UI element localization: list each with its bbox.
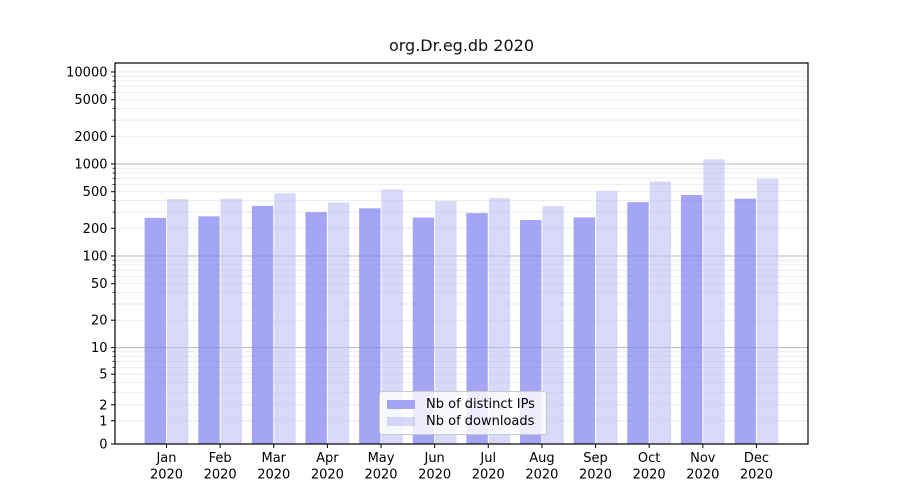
legend-label-distinct-ips: Nb of distinct IPs — [426, 396, 535, 412]
bar-downloads-jun — [435, 201, 457, 444]
bar-downloads-nov — [703, 159, 725, 444]
y-tick-label-20: 20 — [91, 314, 108, 329]
bar-distinct-ips-may — [359, 208, 381, 444]
bar-downloads-jan — [167, 199, 189, 444]
bar-downloads-may — [381, 189, 403, 444]
y-tick-label-200: 200 — [83, 222, 108, 237]
y-tick-label-2000: 2000 — [74, 130, 107, 145]
legend-swatch-downloads — [387, 417, 415, 427]
x-tick-label-year-jul: 2020 — [472, 468, 505, 483]
bar-distinct-ips-oct — [627, 202, 649, 444]
bar-distinct-ips-nov — [680, 195, 703, 444]
bar-downloads-dec — [756, 178, 779, 444]
bar-distinct-ips-jun — [412, 217, 435, 444]
bar-downloads-aug — [542, 206, 564, 444]
bar-distinct-ips-dec — [734, 198, 756, 444]
plot-border — [114, 62, 809, 445]
bar-downloads-apr — [327, 202, 350, 444]
x-tick-label-month-jan: Jan — [155, 451, 176, 466]
legend-item-distinct-ips: Nb of distinct IPs — [387, 397, 538, 412]
x-tick-label-year-jan: 2020 — [150, 468, 183, 483]
x-tick-label-month-oct: Oct — [638, 451, 660, 466]
y-tick-label-2: 2 — [99, 398, 107, 413]
x-tick-label-year-mar: 2020 — [257, 468, 290, 483]
y-tick-label-10: 10 — [91, 341, 108, 356]
y-tick-label-10000: 10000 — [66, 66, 107, 81]
legend-swatch-distinct-ips — [387, 399, 415, 409]
y-tick-label-0: 0 — [99, 438, 107, 453]
y-tick-label-1: 1 — [99, 414, 107, 429]
x-tick-label-year-oct: 2020 — [633, 468, 666, 483]
x-tick-label-month-jun: Jun — [423, 451, 444, 466]
x-tick-label-year-jun: 2020 — [418, 468, 451, 483]
x-tick-label-month-dec: Dec — [744, 451, 769, 466]
legend: Nb of distinct IPs Nb of downloads — [379, 391, 547, 435]
x-tick-label-year-may: 2020 — [364, 468, 397, 483]
bar-distinct-ips-apr — [305, 212, 327, 444]
x-tick-label-year-aug: 2020 — [525, 468, 558, 483]
legend-item-downloads: Nb of downloads — [387, 414, 538, 429]
y-tick-label-5000: 5000 — [74, 93, 107, 108]
y-tick-label-1000: 1000 — [74, 157, 107, 172]
bar-downloads-jul — [488, 198, 511, 444]
x-tick-label-month-may: May — [368, 451, 395, 466]
x-tick-label-month-jul: Jul — [479, 451, 496, 466]
x-tick-label-month-apr: Apr — [316, 451, 339, 466]
bar-distinct-ips-sep — [573, 217, 596, 444]
y-tick-label-500: 500 — [83, 185, 108, 200]
x-tick-label-month-mar: Mar — [261, 451, 286, 466]
bar-downloads-feb — [220, 198, 243, 444]
x-tick-label-month-sep: Sep — [583, 451, 608, 466]
x-tick-label-year-nov: 2020 — [686, 468, 719, 483]
x-tick-label-month-aug: Aug — [529, 451, 554, 466]
x-tick-label-month-feb: Feb — [209, 451, 232, 466]
bar-distinct-ips-jul — [466, 213, 488, 444]
bar-distinct-ips-feb — [198, 216, 220, 444]
bar-distinct-ips-jan — [144, 217, 166, 444]
x-tick-label-year-apr: 2020 — [311, 468, 344, 483]
legend-label-downloads: Nb of downloads — [426, 414, 535, 430]
chart-title: org.Dr.eg.db 2020 — [388, 36, 535, 55]
bar-distinct-ips-aug — [520, 220, 542, 444]
x-tick-label-year-dec: 2020 — [740, 468, 773, 483]
x-tick-label-month-nov: Nov — [690, 451, 716, 466]
y-tick-label-50: 50 — [91, 277, 108, 292]
bar-downloads-mar — [274, 193, 296, 444]
x-tick-label-year-feb: 2020 — [204, 468, 237, 483]
x-tick-label-year-sep: 2020 — [579, 468, 612, 483]
y-tick-label-5: 5 — [99, 368, 107, 383]
bar-downloads-oct — [649, 181, 672, 444]
y-tick-label-100: 100 — [83, 249, 108, 264]
bar-distinct-ips-mar — [251, 205, 274, 444]
bar-downloads-sep — [596, 190, 618, 444]
